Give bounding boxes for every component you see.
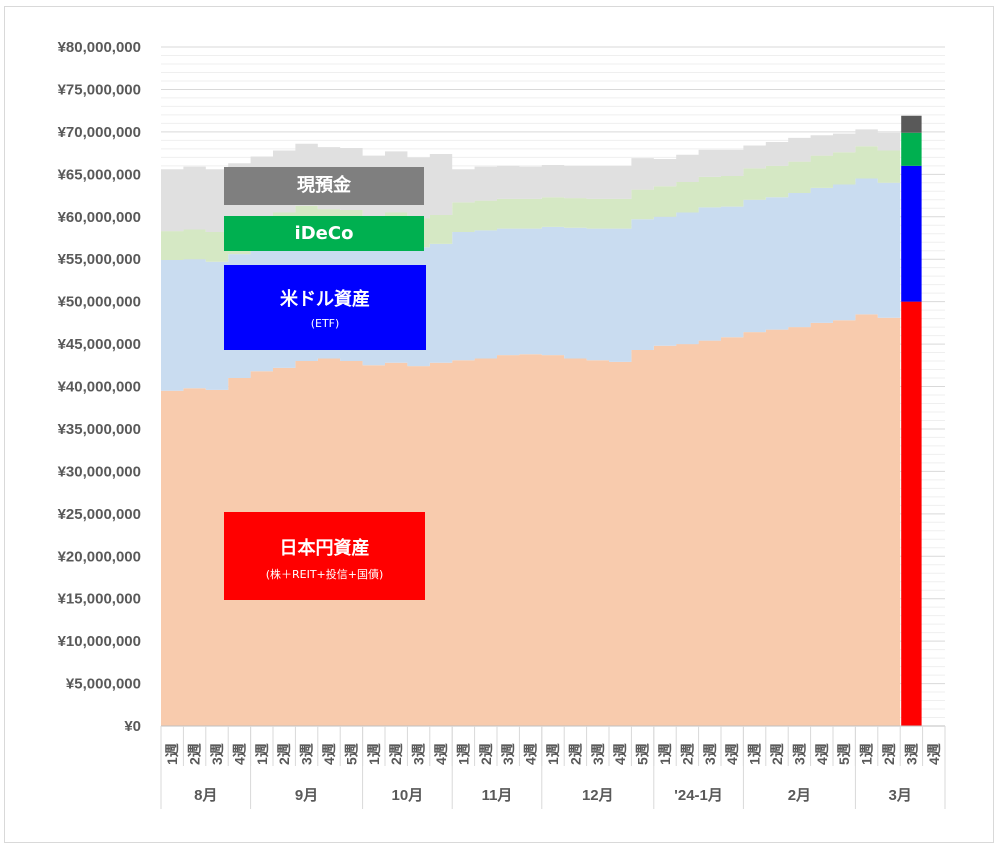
legend-usd-label: 米ドル資産: [280, 289, 370, 310]
x-week-label: 5週: [343, 743, 359, 765]
legend-ideco-label: iDeCo: [294, 223, 354, 244]
y-tick-label: ¥20,000,000: [58, 548, 141, 565]
x-week-label: 1週: [859, 743, 875, 765]
legend-cash: 現預金: [224, 167, 424, 205]
x-week-label: 1週: [254, 743, 270, 765]
x-week-label: 3週: [590, 743, 606, 765]
x-week-label: 2週: [276, 743, 292, 765]
legend-jpy-sub: (株＋REIT+投信+国債): [265, 568, 384, 581]
x-week-label: 1週: [164, 743, 180, 765]
y-tick-label: ¥40,000,000: [58, 379, 141, 396]
x-month-label: 12月: [582, 787, 614, 804]
x-month-label: 9月: [295, 787, 318, 804]
x-month-label: 10月: [392, 787, 424, 804]
series-area-日本円資産: [161, 314, 901, 726]
x-week-label: 2週: [388, 743, 404, 765]
x-month-label: 8月: [194, 787, 217, 804]
x-month-label: '24-1月: [674, 787, 723, 804]
y-tick-label: ¥60,000,000: [58, 209, 141, 226]
x-week-label: 3週: [299, 743, 315, 765]
y-tick-label: ¥25,000,000: [58, 506, 141, 523]
x-week-label: 2週: [187, 743, 203, 765]
x-week-label: 1週: [747, 743, 763, 765]
y-tick-label: ¥80,000,000: [58, 39, 141, 56]
y-tick-label: ¥35,000,000: [58, 421, 141, 438]
legend-ideco: iDeCo: [224, 216, 424, 251]
x-week-label: 5週: [635, 743, 651, 765]
x-week-label: 4週: [814, 743, 830, 765]
x-week-label: 3週: [903, 743, 919, 765]
x-month-label: 3月: [889, 787, 912, 804]
y-tick-label: ¥0: [124, 718, 141, 735]
y-tick-label: ¥55,000,000: [58, 251, 141, 268]
x-month-label: 11月: [482, 787, 513, 804]
x-week-label: 3週: [500, 743, 516, 765]
y-tick-label: ¥50,000,000: [58, 294, 141, 311]
series-area-現預金: [161, 129, 901, 233]
chart-frame: [4, 6, 994, 843]
x-week-label: 2週: [769, 743, 785, 765]
y-tick-label: ¥75,000,000: [58, 81, 141, 98]
legend-cash-label: 現預金: [297, 175, 351, 196]
x-week-label: 5週: [836, 743, 852, 765]
legend-usd-sub: (ETF): [310, 317, 340, 330]
y-tick-label: ¥15,000,000: [58, 591, 141, 608]
x-week-label: 2週: [478, 743, 494, 765]
current-bar-日本円資産: [901, 301, 922, 726]
x-week-label: 2週: [567, 743, 583, 765]
x-week-label: 3週: [209, 743, 225, 765]
x-week-label: 4週: [724, 743, 740, 765]
y-tick-label: ¥5,000,000: [66, 676, 141, 693]
x-week-label: 4週: [926, 743, 942, 765]
current-bar-米ドル資産: [901, 165, 922, 302]
y-tick-label: ¥65,000,000: [58, 166, 141, 183]
y-tick-label: ¥30,000,000: [58, 463, 141, 480]
x-week-label: 1週: [657, 743, 673, 765]
y-tick-label: ¥10,000,000: [58, 633, 141, 650]
x-month-label: 2月: [788, 787, 811, 804]
x-week-label: 2週: [679, 743, 695, 765]
legend-jpy-label: 日本円資産: [279, 538, 370, 559]
legend-usd: 米ドル資産 (ETF): [224, 265, 426, 350]
x-week-label: 4週: [523, 743, 539, 765]
y-tick-label: ¥45,000,000: [58, 336, 141, 353]
x-week-label: 2週: [881, 743, 897, 765]
x-week-label: 4週: [433, 743, 449, 765]
current-bar-現預金: [901, 115, 922, 133]
x-week-label: 1週: [455, 743, 471, 765]
x-week-label: 3週: [791, 743, 807, 765]
legend-jpy: 日本円資産 (株＋REIT+投信+国債): [224, 512, 425, 600]
x-week-label: 4週: [231, 743, 247, 765]
x-week-label: 4週: [612, 743, 628, 765]
x-week-label: 4週: [321, 743, 337, 765]
x-week-label: 1週: [366, 743, 382, 765]
x-week-label: 3週: [702, 743, 718, 765]
current-bar-iDeCo: [901, 132, 922, 166]
x-week-label: 3週: [411, 743, 427, 765]
x-week-label: 1週: [545, 743, 561, 765]
y-tick-label: ¥70,000,000: [58, 124, 141, 141]
